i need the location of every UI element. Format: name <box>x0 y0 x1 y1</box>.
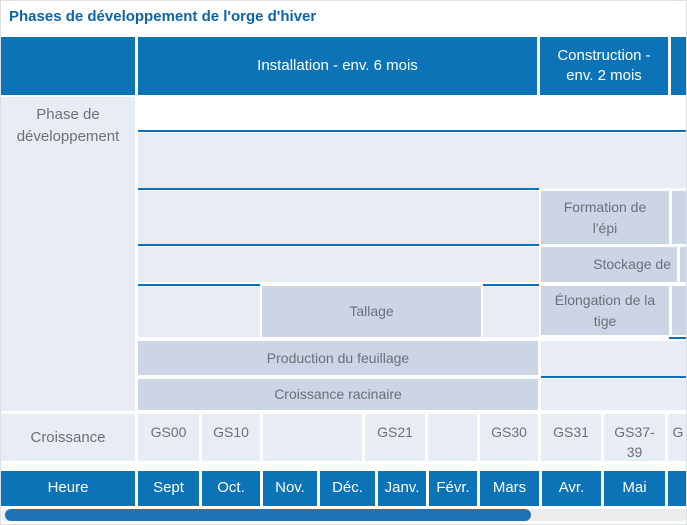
growth-stage-cell-empty-1 <box>263 414 362 461</box>
phase-band-3 <box>138 247 539 282</box>
growth-stage-cell-fragment: G <box>668 414 686 461</box>
page-title: Phases de développement de l'orge d'hive… <box>9 8 317 25</box>
phase-divider-line-1 <box>138 130 686 132</box>
month-cell-dec: Déc. <box>320 471 375 506</box>
phase-band-2 <box>138 191 539 244</box>
month-cell-fevr: Févr. <box>429 471 477 506</box>
month-cell-mars: Mars <box>480 471 539 506</box>
growth-stage-cell-gs31: GS31 <box>541 414 601 461</box>
growth-stage-cell-gs30: GS30 <box>480 414 538 461</box>
phase-bar-tallage: Tallage <box>262 286 481 337</box>
month-cell-fragment <box>668 471 686 506</box>
phase-bar-stockage: Stockage de <box>541 247 677 282</box>
row-label-heure: Heure <box>1 471 135 506</box>
phase-bar-formation-epi-fragment <box>672 191 686 244</box>
tallage-row-top-border-right <box>483 284 539 286</box>
phase-bar-production-feuillage: Production du feuillage <box>138 341 538 375</box>
racinaire-row-right-band <box>541 379 686 410</box>
row-label-croissance: Croissance <box>1 414 135 461</box>
row-label-phase: Phase de développement <box>1 97 135 411</box>
growth-stage-cell-gs00: GS00 <box>138 414 199 461</box>
phase-bar-elongation-fragment <box>672 286 686 335</box>
tallage-row-top-border-left <box>138 284 260 286</box>
tallage-row-lead-band <box>138 286 260 337</box>
production-row-right-band <box>541 341 686 376</box>
production-row-right-border <box>541 376 686 378</box>
phase-divider-line-3 <box>138 244 539 246</box>
header-installation: Installation - env. 6 mois <box>138 37 537 95</box>
header-construction: Construction - env. 2 mois <box>540 37 668 95</box>
phase-bar-elongation-tige: Élongation de la tige <box>541 286 669 335</box>
phase-bar-stockage-fragment <box>680 247 686 282</box>
month-cell-nov: Nov. <box>263 471 317 506</box>
growth-stage-cell-empty-2 <box>428 414 477 461</box>
month-cell-sept: Sept <box>138 471 199 506</box>
month-cell-mai: Mai <box>604 471 665 506</box>
month-cell-janv: Janv. <box>378 471 426 506</box>
phase-bar-croissance-racinaire: Croissance racinaire <box>138 379 538 410</box>
growth-stage-cell-gs21: GS21 <box>365 414 425 461</box>
month-cell-avr: Avr. <box>542 471 601 506</box>
growth-stage-cell-gs37-39: GS37-39 <box>604 414 665 461</box>
month-cell-oct: Oct. <box>202 471 260 506</box>
tallage-row-trail-band <box>483 286 539 337</box>
header-corner-cell <box>1 37 135 95</box>
phase-band-1 <box>138 133 686 188</box>
header-next-phase-fragment <box>671 37 686 95</box>
phase-divider-line-2 <box>138 188 539 190</box>
phase-bar-formation-epi: Formation de l'épi <box>541 191 669 244</box>
horizontal-scrollbar-thumb[interactable] <box>5 509 531 521</box>
elongation-bottom-border-fragment <box>669 337 686 339</box>
growth-stage-cell-gs10: GS10 <box>202 414 260 461</box>
